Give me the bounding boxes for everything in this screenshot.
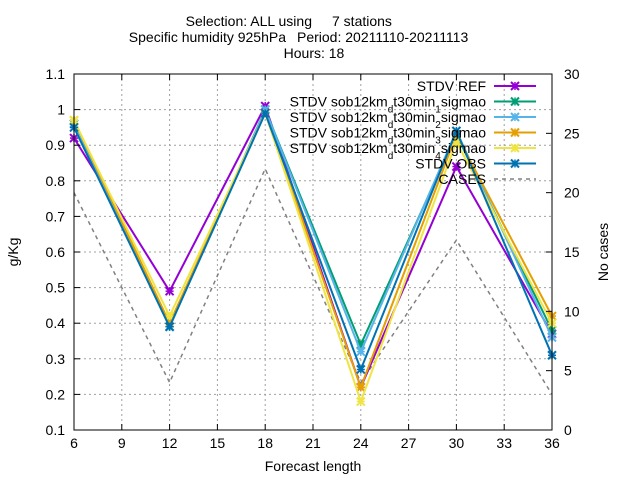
y2-axis-label: No cases (595, 223, 611, 281)
series-line-4 (73, 110, 553, 405)
series-6 (73, 167, 553, 395)
title-line-2b: Period: 20211110-20211113 (297, 29, 468, 45)
y-tick-label: 0.4 (46, 315, 66, 331)
x-tick-label: 18 (257, 435, 273, 451)
x-tick-label: 24 (353, 435, 369, 451)
y2-tick-label: 10 (564, 303, 580, 319)
y-tick-label: 0.3 (46, 351, 66, 367)
y-tick-label: 0.2 (46, 386, 66, 402)
legend-label-5: STDV OBS (415, 156, 486, 172)
y2-tick-label: 5 (564, 363, 572, 379)
y2-tick-label: 25 (564, 125, 580, 141)
title-line-1a: Selection: ALL using (186, 13, 312, 29)
legend-label-0: STDV REF (417, 78, 486, 94)
x-tick-label: 33 (496, 435, 512, 451)
y-tick-label: 1 (57, 102, 65, 118)
chart-title: Selection: ALL using 7 stations Specific… (129, 13, 469, 61)
y2-tick-label: 15 (564, 244, 580, 260)
legend-label-6: CASES (439, 171, 486, 187)
series-line-6 (73, 167, 553, 395)
x-axis-label: Forecast length (265, 458, 362, 474)
series-line-5 (73, 110, 553, 373)
y-tick-label: 0.6 (46, 244, 66, 260)
legend-label-1: STDV sob12kmdt30min1sigmao (290, 94, 487, 116)
legend-label-3: STDV sob12kmdt30min3sigmao (290, 125, 487, 147)
y2-tick-label: 30 (564, 66, 580, 82)
x-tick-label: 30 (449, 435, 465, 451)
title-line-3: Hours: 18 (284, 45, 345, 61)
y-tick-label: 0.5 (46, 280, 66, 296)
y-tick-label: 0.8 (46, 173, 66, 189)
legend-label-2: STDV sob12kmdt30min2sigmao (290, 109, 487, 131)
series-4 (69, 108, 557, 407)
y2-tick-label: 20 (564, 185, 580, 201)
legend-label-4: STDV sob12kmdt30min4sigmao (290, 140, 487, 162)
x-tick-label: 36 (544, 435, 560, 451)
title-line-1b: 7 stations (332, 13, 392, 29)
series-layer (69, 101, 557, 407)
series-line-0 (73, 103, 553, 391)
x-tick-label: 6 (70, 435, 78, 451)
axes: 6 9 12 15 18 21 24 27 30 33 360.10.20.30.40.50.60.… (46, 66, 580, 451)
series-line-3 (73, 110, 553, 391)
y-tick-label: 1.1 (46, 66, 66, 82)
x-tick-label: 9 (118, 435, 126, 451)
title-line-2a: Specific humidity 925hPa (129, 29, 286, 45)
y-tick-label: 0.9 (46, 137, 66, 153)
series-5 (69, 108, 557, 375)
y-axis-label: g/Kg (5, 238, 21, 267)
x-tick-label: 27 (401, 435, 417, 451)
x-tick-label: 21 (305, 435, 321, 451)
x-tick-label: 15 (210, 435, 226, 451)
y-tick-label: 0.1 (46, 422, 66, 438)
y-tick-label: 0.7 (46, 208, 66, 224)
x-tick-label: 12 (162, 435, 178, 451)
y2-tick-label: 0 (564, 422, 572, 438)
